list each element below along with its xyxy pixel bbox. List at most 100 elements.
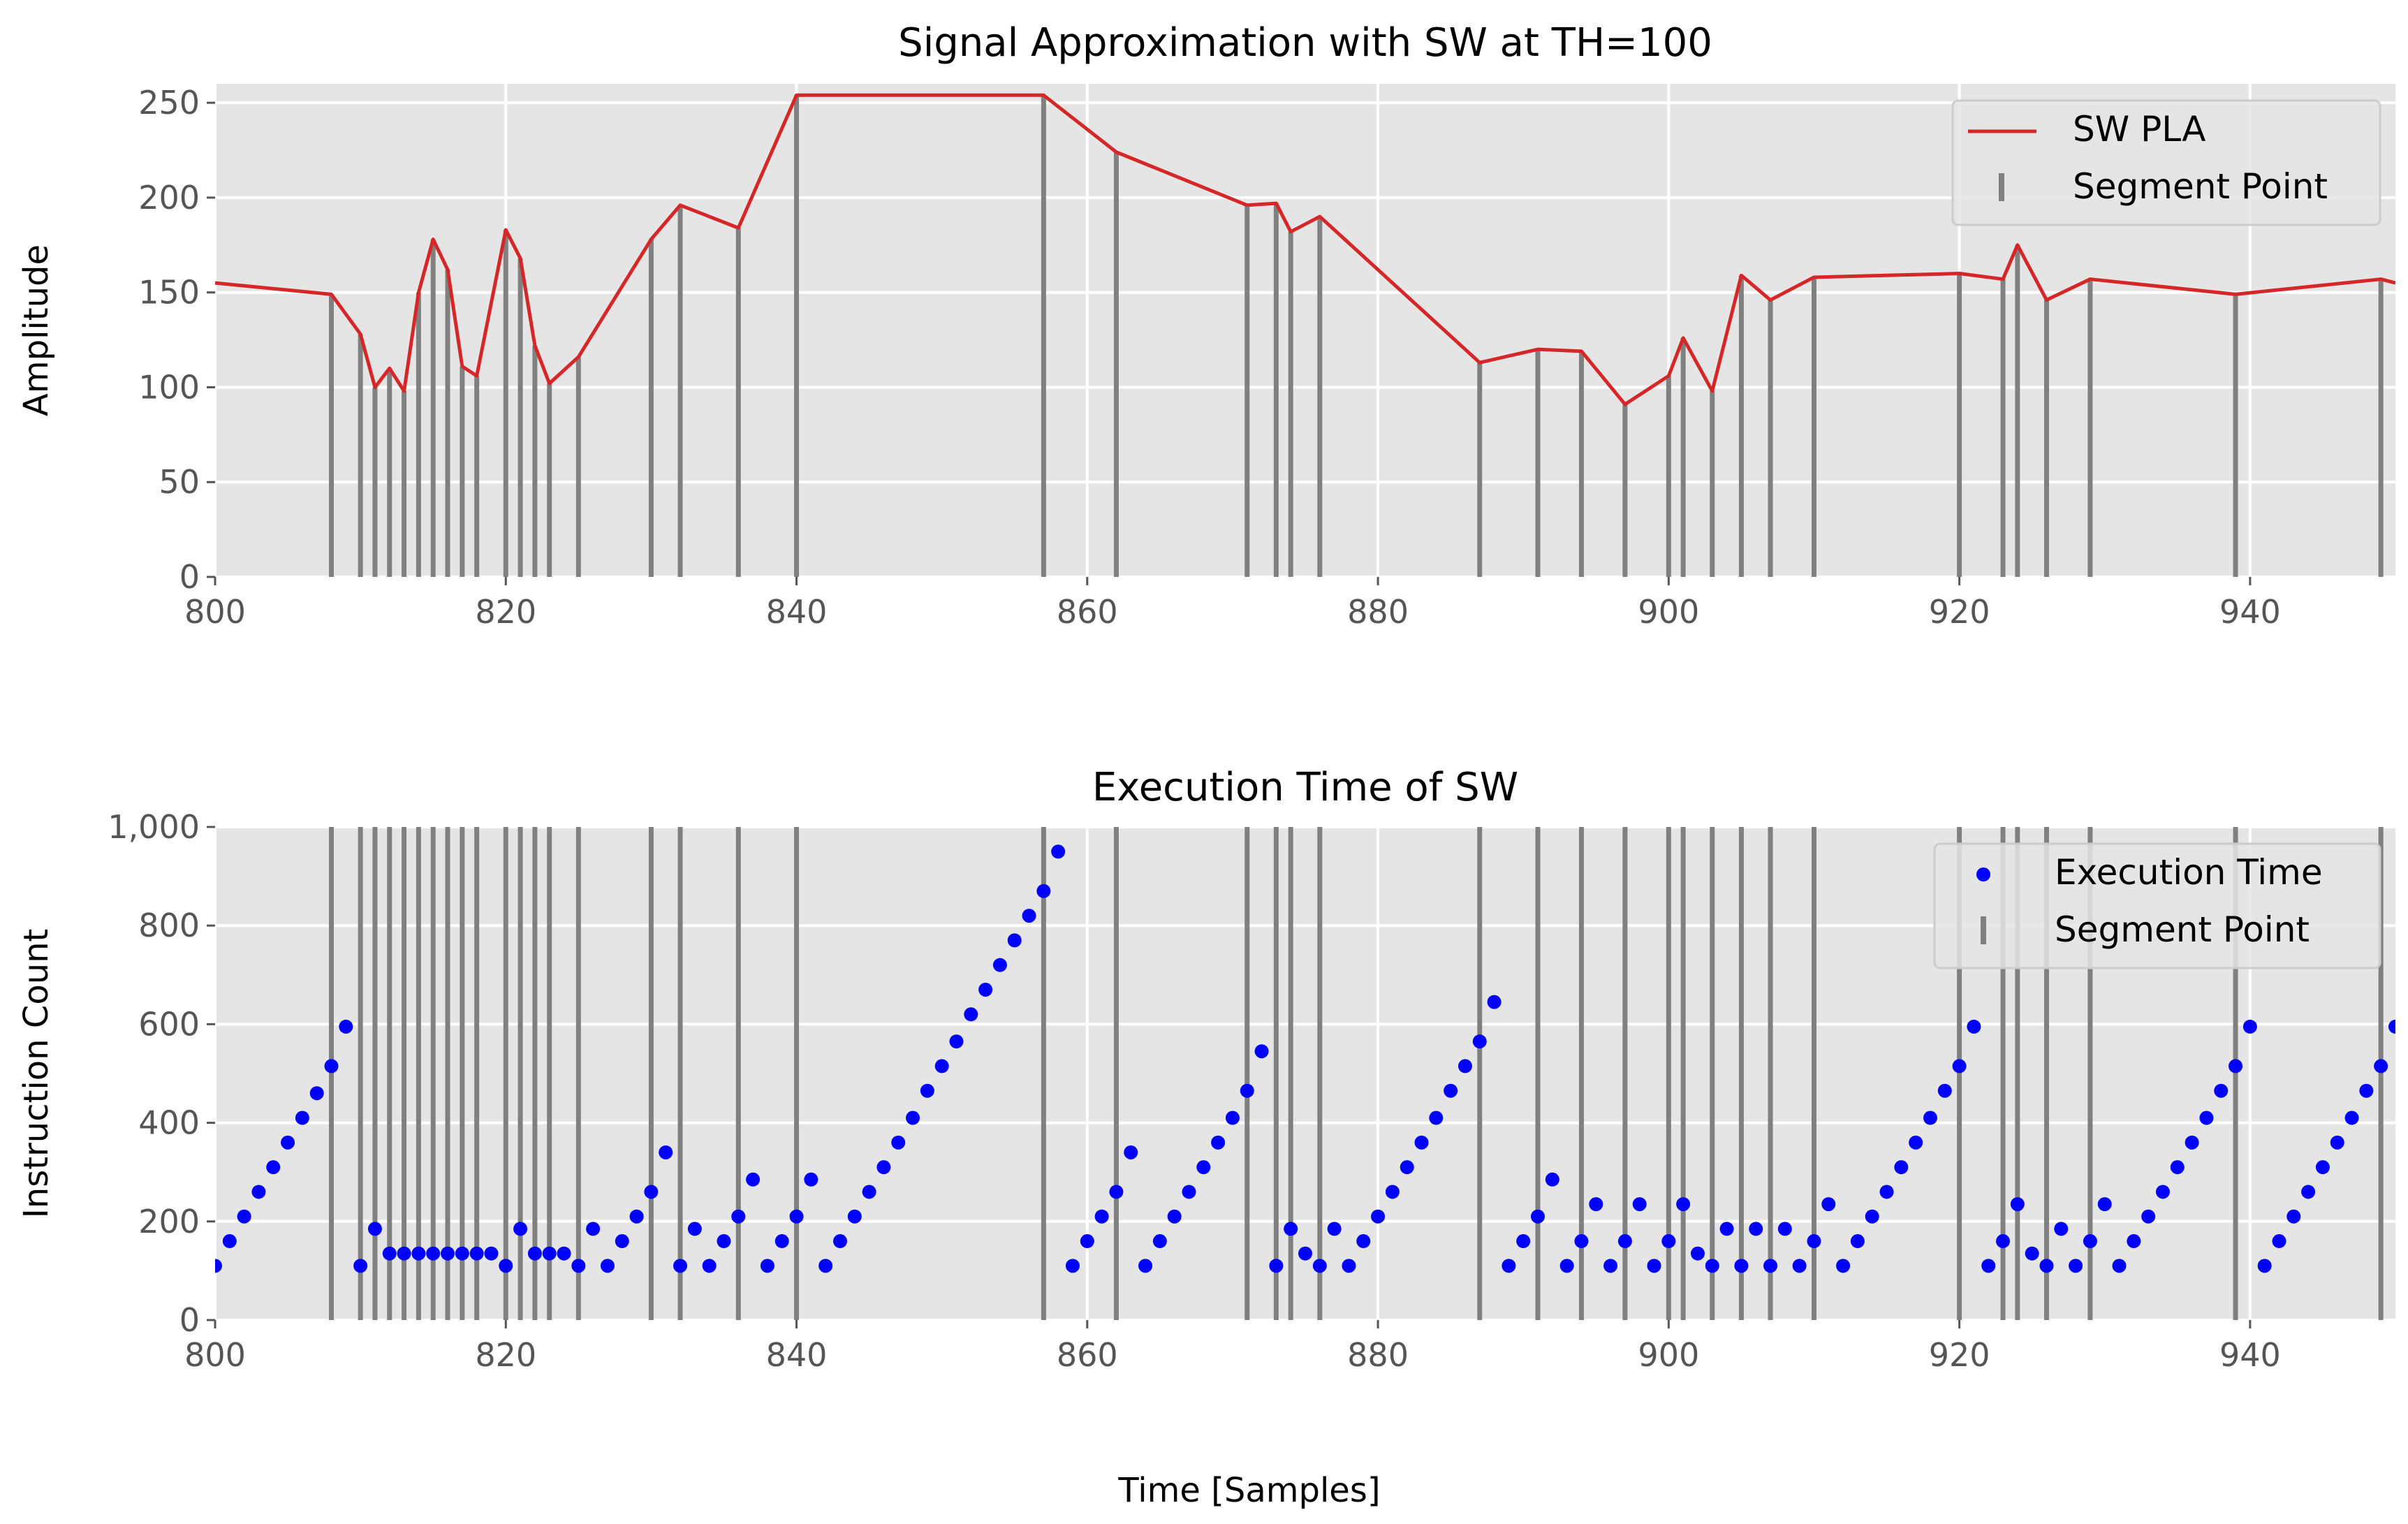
execution-time-point [1617, 1234, 1632, 1249]
sw-pla-line [215, 93, 2395, 406]
x-tick-label: 860 [1057, 593, 1118, 631]
execution-time-point [731, 1209, 746, 1224]
execution-time-point [1661, 1234, 1676, 1249]
execution-time-point [527, 1246, 542, 1261]
execution-time-point [1516, 1234, 1531, 1249]
execution-time-point [1458, 1059, 1472, 1074]
execution-time-point [251, 1185, 266, 1199]
execution-time-point [1821, 1197, 1836, 1212]
execution-time-point [1371, 1209, 1386, 1224]
execution-time-point [1632, 1197, 1647, 1212]
x-tick-label: 880 [1347, 1336, 1409, 1374]
execution-time-point [1923, 1111, 1937, 1125]
execution-time-point [2214, 1083, 2229, 1098]
panel-1: 800 820 840 860 880 900 920 940 0 50 100 150 200 250 S… [17, 20, 2395, 631]
y-tick-label: 250 [138, 84, 200, 122]
execution-time-point [1676, 1197, 1691, 1212]
execution-time-point [906, 1111, 920, 1125]
execution-time-point [1225, 1111, 1240, 1125]
execution-time-point [2301, 1185, 2316, 1199]
execution-time-point [2330, 1135, 2344, 1150]
y-tick-label: 800 [138, 907, 200, 944]
chart-title: Execution Time of SW [1092, 765, 1518, 810]
execution-time-point [397, 1246, 411, 1261]
execution-time-point [760, 1259, 774, 1273]
execution-time-point [1138, 1259, 1153, 1273]
x-tick-label: 800 [184, 593, 246, 631]
execution-time-point [1719, 1222, 1734, 1236]
execution-time-point [789, 1209, 804, 1224]
execution-time-point [2127, 1234, 2141, 1249]
execution-time-point [2257, 1259, 2272, 1273]
execution-time-point [2141, 1209, 2156, 1224]
execution-time-point [1850, 1234, 1865, 1249]
execution-time-point [1400, 1160, 1414, 1175]
panel-2: 800 820 840 860 880 900 920 940 0 200 400 600 800 1,0… [17, 765, 2395, 1374]
execution-time-point [1777, 1222, 1792, 1236]
execution-time-point [441, 1246, 455, 1261]
x-axis-label: Time [Samples] [1117, 1471, 1380, 1510]
y-tick-label: 0 [179, 558, 200, 596]
execution-time-point [1211, 1135, 1226, 1150]
execution-time-point [484, 1246, 499, 1261]
execution-time-point [281, 1135, 295, 1150]
execution-time-point [2286, 1209, 2301, 1224]
execution-time-point [499, 1259, 513, 1273]
execution-time-point [382, 1246, 397, 1261]
data-layer [215, 93, 2395, 577]
legend: Execution Time Segment Point [1933, 842, 2381, 969]
execution-time-point [1792, 1259, 1807, 1273]
execution-time-point [891, 1135, 906, 1150]
execution-time-point [629, 1209, 644, 1224]
y-tick-label: 400 [138, 1104, 200, 1142]
execution-time-point [1690, 1246, 1705, 1261]
x-tick-label: 820 [475, 593, 536, 631]
execution-time-point [1763, 1259, 1778, 1273]
execution-time-point [1022, 909, 1036, 923]
execution-time-point [615, 1234, 629, 1249]
execution-time-point [1865, 1209, 1879, 1224]
y-tick-label: 1,000 [108, 808, 200, 846]
execution-time-point [1269, 1259, 1284, 1273]
execution-time-point [862, 1185, 876, 1199]
execution-time-point [1734, 1259, 1749, 1273]
execution-time-point [2025, 1246, 2039, 1261]
y-axis-label: Instruction Count [17, 929, 56, 1219]
x-tick-label: 920 [1929, 1336, 1990, 1374]
execution-time-point [266, 1160, 281, 1175]
execution-time-point [353, 1259, 368, 1273]
execution-time-point [1385, 1185, 1400, 1199]
y-tick-label: 200 [138, 179, 200, 217]
execution-time-point [1065, 1259, 1080, 1273]
execution-time-point [2374, 1059, 2388, 1074]
execution-time-point [818, 1259, 833, 1273]
x-tick-label: 920 [1929, 593, 1990, 631]
execution-time-point [1603, 1259, 1618, 1273]
execution-time-point [804, 1172, 818, 1187]
x-tick-label: 940 [2219, 1336, 2281, 1374]
execution-time-point [1996, 1234, 2011, 1249]
legend-marker-exec [1976, 867, 1990, 881]
execution-time-point [1312, 1259, 1327, 1273]
execution-time-point [2272, 1234, 2286, 1249]
x-tick-label: 940 [2219, 593, 2281, 631]
chart-title: Signal Approximation with SW at TH=100 [898, 20, 1712, 66]
execution-time-point [367, 1222, 382, 1236]
execution-time-point [1705, 1259, 1719, 1273]
execution-time-point [2083, 1234, 2097, 1249]
execution-time-point [964, 1007, 978, 1022]
legend: SW PLA Segment Point [1951, 99, 2381, 226]
execution-time-point [215, 1259, 222, 1273]
execution-time-point [2359, 1083, 2374, 1098]
execution-time-point [2054, 1222, 2069, 1236]
execution-time-point [934, 1059, 949, 1074]
execution-time-point [557, 1246, 571, 1261]
execution-time-point [1574, 1234, 1589, 1249]
execution-time-point [1487, 995, 1502, 1009]
execution-time-point [1094, 1209, 1109, 1224]
execution-time-point [586, 1222, 601, 1236]
execution-time-point [1036, 884, 1051, 898]
execution-time-point [673, 1259, 688, 1273]
execution-time-point [309, 1086, 324, 1101]
